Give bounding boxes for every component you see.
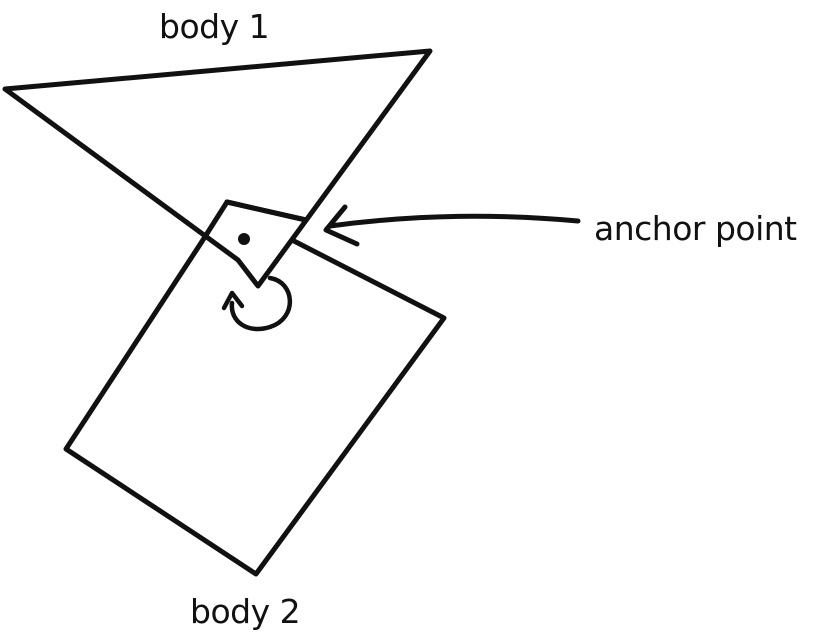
anchor-pointer-line <box>327 213 581 229</box>
body-1-label: body 1 <box>159 7 269 46</box>
body-2-rectangle <box>63 199 447 577</box>
rotation-arrowhead-icon <box>221 290 245 311</box>
anchor-point-label: anchor point <box>594 209 797 248</box>
body-1-triangle <box>2 48 433 289</box>
rotation-arc <box>229 275 293 332</box>
body-2-label: body 2 <box>190 592 300 631</box>
anchor-point-dot <box>238 233 250 245</box>
anchor-pointer-arrowhead-icon <box>323 204 360 247</box>
joint-overlap-outline <box>224 199 309 223</box>
